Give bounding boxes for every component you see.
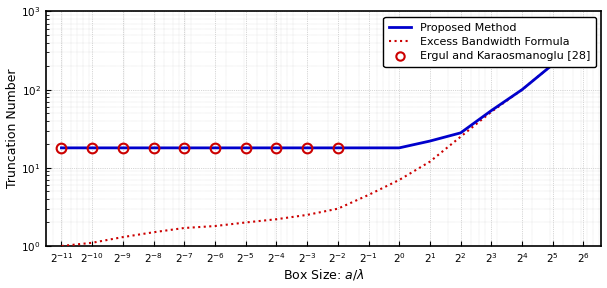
X-axis label: Box Size: $a/\lambda$: Box Size: $a/\lambda$	[283, 268, 364, 283]
Legend: Proposed Method, Excess Bandwidth Formula, Ergul and Karaosmanoglu [28]: Proposed Method, Excess Bandwidth Formul…	[383, 17, 596, 67]
Y-axis label: Truncation Number: Truncation Number	[5, 69, 19, 188]
